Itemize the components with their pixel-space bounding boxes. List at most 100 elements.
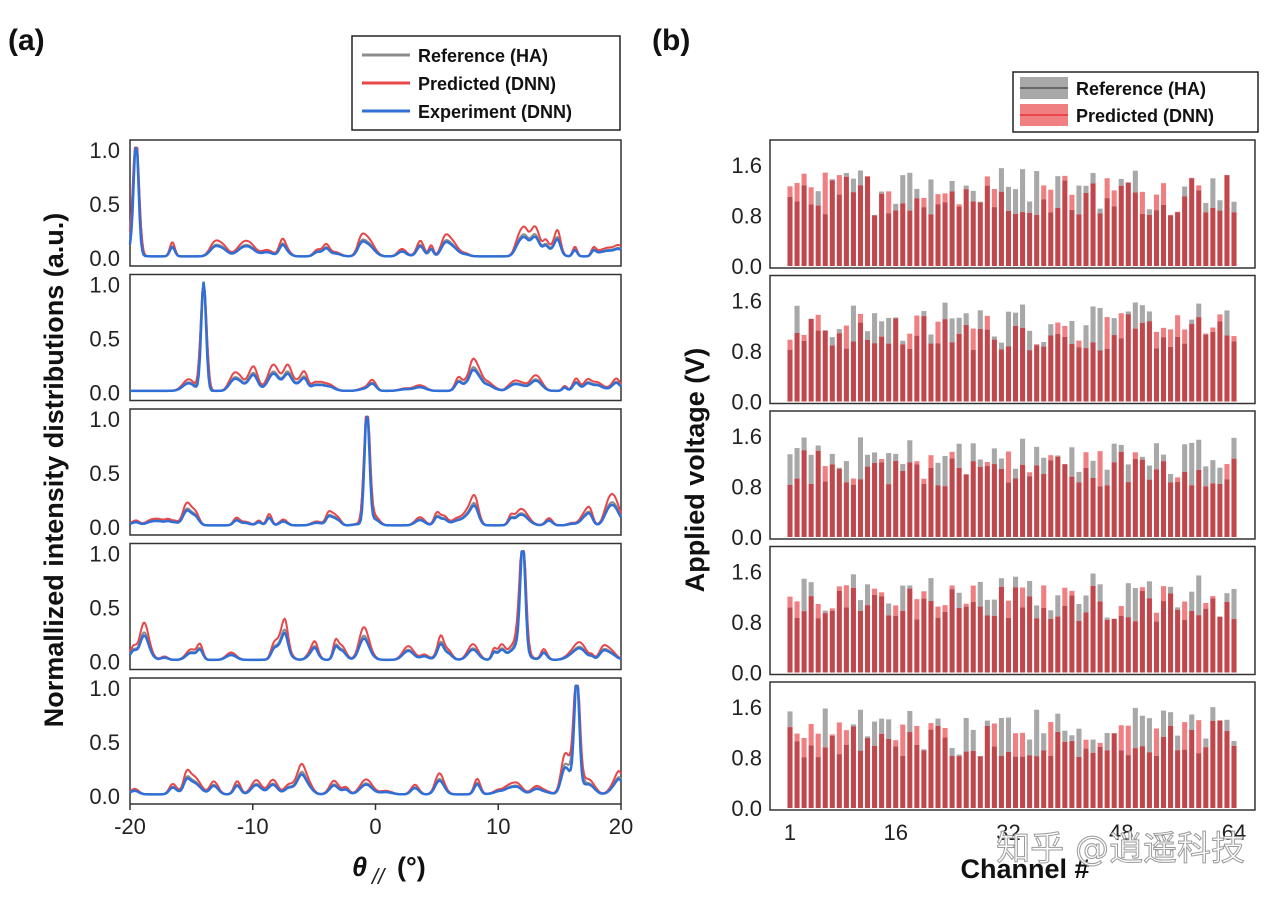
subplot-frame <box>129 677 622 805</box>
subplot-frame <box>769 545 1256 676</box>
overlap-bar <box>1231 212 1237 266</box>
reference-bar <box>1076 471 1082 483</box>
overlap-bar <box>1210 483 1216 537</box>
reference-bar <box>1203 202 1209 213</box>
overlap-bar <box>935 204 941 266</box>
overlap-bar <box>1111 335 1117 402</box>
overlap-bar <box>850 484 856 537</box>
overlap-bar <box>801 450 807 537</box>
overlap-bar <box>822 613 828 673</box>
x-tick-label: 16 <box>883 820 907 845</box>
overlap-bar <box>1055 616 1061 673</box>
overlap-bar <box>1196 753 1202 808</box>
overlap-bar <box>907 588 913 673</box>
overlap-bar <box>949 755 955 808</box>
predicted-bar <box>1012 733 1019 757</box>
overlap-bar <box>1168 593 1174 673</box>
panel-a-x-axis-subscript: // <box>370 864 386 889</box>
predicted-bar <box>991 188 997 208</box>
overlap-bar <box>942 202 948 266</box>
overlap-bar <box>1055 207 1061 266</box>
overlap-bar <box>1048 755 1054 808</box>
overlap-bar <box>1104 485 1110 537</box>
overlap-bar <box>1097 350 1103 402</box>
y-tick-label: 0.0 <box>731 254 762 279</box>
reference-bar <box>1083 325 1089 349</box>
overlap-bar <box>1048 212 1054 266</box>
y-tick-label: 0.0 <box>89 784 120 809</box>
reference-bar <box>998 578 1004 587</box>
reference-bar <box>1111 733 1117 734</box>
reference-bar <box>879 718 885 734</box>
overlap-bar <box>1139 322 1145 402</box>
overlap-bar <box>1118 185 1124 266</box>
reference-bar <box>1168 473 1174 483</box>
overlap-bar <box>1097 486 1103 537</box>
overlap-bar <box>928 729 934 808</box>
x-tick-label: 10 <box>486 814 510 839</box>
predicted-bar <box>1097 451 1103 487</box>
overlap-bar <box>1146 598 1152 673</box>
predicted-bar <box>921 478 927 484</box>
overlap-bar <box>850 192 856 266</box>
overlap-bar <box>942 611 948 673</box>
predicted-bar <box>900 724 906 756</box>
reference-bar <box>893 453 899 461</box>
predicted-bar <box>836 722 842 755</box>
overlap-bar <box>1175 212 1181 266</box>
overlap-bar <box>787 607 793 673</box>
overlap-bar <box>970 461 976 537</box>
overlap-bar <box>1224 175 1230 266</box>
overlap-bar <box>1012 756 1019 808</box>
y-tick-label: 0.8 <box>731 745 762 770</box>
reference-bar <box>970 190 976 202</box>
overlap-bar <box>801 757 807 808</box>
overlap-bar <box>864 339 871 402</box>
overlap-bar <box>1076 214 1082 266</box>
panel-a-label: (a) <box>8 24 45 57</box>
overlap-bar <box>1083 748 1089 808</box>
overlap-bar <box>1153 210 1160 266</box>
reference-bar <box>1118 444 1124 452</box>
overlap-bar <box>893 746 899 808</box>
overlap-bar <box>921 483 927 537</box>
reference-bar <box>1090 573 1096 586</box>
overlap-bar <box>1168 346 1174 402</box>
reference-bar <box>879 321 885 337</box>
predicted-bar <box>1083 739 1089 749</box>
reference-bar <box>850 724 856 727</box>
predicted-bar <box>815 314 821 331</box>
reference-bar <box>822 708 828 748</box>
overlap-bar <box>928 343 934 402</box>
predicted-bar <box>1153 331 1160 349</box>
predicted-bar <box>843 730 849 745</box>
reference-bar <box>963 313 969 325</box>
overlap-bar <box>1041 346 1047 402</box>
overlap-bar <box>1210 207 1216 266</box>
overlap-bar <box>1012 213 1019 266</box>
overlap-bar <box>1020 607 1026 673</box>
reference-bar <box>1175 735 1181 751</box>
predicted-line <box>129 684 622 796</box>
y-tick-label: 0.8 <box>731 610 762 635</box>
predicted-bar <box>1055 322 1061 334</box>
reference-bar <box>1048 610 1054 619</box>
overlap-bar <box>1062 464 1068 537</box>
reference-bar <box>1041 733 1047 751</box>
reference-bar <box>1055 713 1061 732</box>
reference-bar <box>886 603 892 616</box>
overlap-bar <box>1055 456 1061 537</box>
overlap-bar <box>1041 750 1047 808</box>
reference-bar <box>1118 178 1124 186</box>
panel-b-label: (b) <box>652 24 690 57</box>
legend-a-reference-label: Reference (HA) <box>418 46 548 66</box>
overlap-bar <box>1231 619 1237 673</box>
overlap-bar <box>1005 482 1012 537</box>
overlap-bar <box>921 598 927 673</box>
reference-bar <box>977 581 983 607</box>
overlap-bar <box>787 727 793 808</box>
overlap-bar <box>1153 621 1160 673</box>
overlap-bar <box>1118 750 1124 808</box>
experiment-line <box>128 550 622 662</box>
reference-bar <box>1104 732 1110 751</box>
